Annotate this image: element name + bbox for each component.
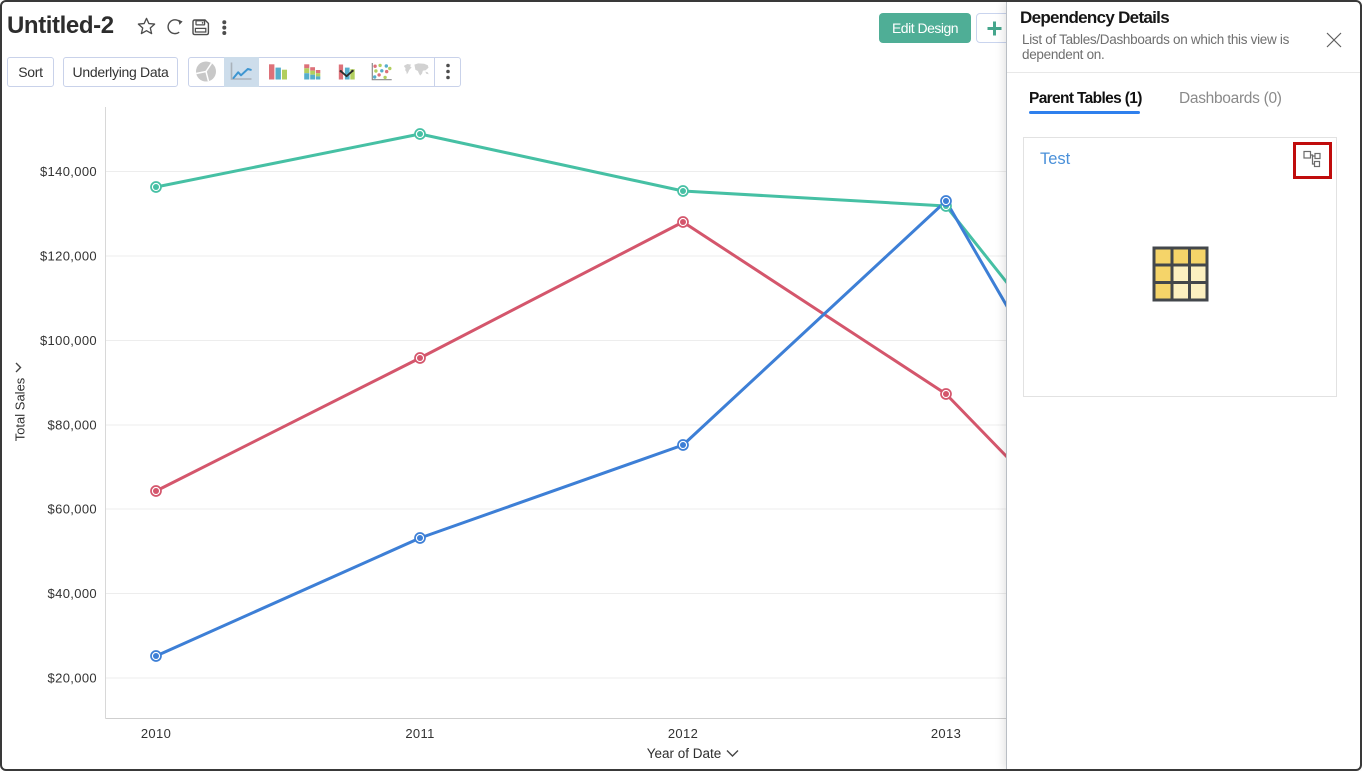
svg-text:$20,000: $20,000 <box>48 671 97 686</box>
svg-text:$80,000: $80,000 <box>48 418 97 433</box>
svg-text:2010: 2010 <box>141 726 171 741</box>
svg-text:$140,000: $140,000 <box>40 164 97 179</box>
svg-text:$60,000: $60,000 <box>48 502 97 517</box>
svg-text:2011: 2011 <box>405 726 434 741</box>
svg-text:2012: 2012 <box>668 726 698 741</box>
svg-text:$40,000: $40,000 <box>48 586 97 601</box>
svg-text:Year of Date: Year of Date <box>647 746 722 761</box>
svg-text:$100,000: $100,000 <box>40 333 97 348</box>
svg-text:2013: 2013 <box>931 726 961 741</box>
svg-text:Total Sales: Total Sales <box>13 377 28 441</box>
svg-text:$120,000: $120,000 <box>40 249 97 264</box>
